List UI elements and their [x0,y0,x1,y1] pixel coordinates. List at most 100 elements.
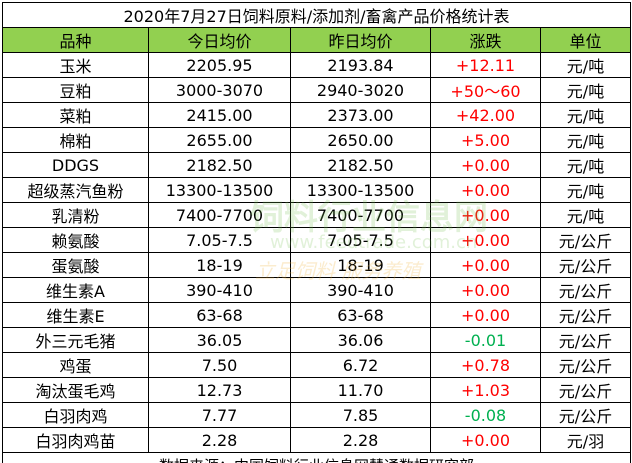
cell: 外三元毛猪 [2,327,149,353]
data-row: DDGS 2182.50 2182.50 +0.00 元/吨 [2,152,632,178]
data-row: 菜粕 2415.00 2373.00 +42.00 元/吨 [2,102,632,128]
change-cell: +0.00 [430,152,541,178]
change-cell: +0.00 [430,227,541,253]
header-cell: 昨日均价 [290,27,431,53]
cell: 元/公斤 [539,227,632,253]
cell: 2.28 [148,427,291,453]
cell: 7.50 [148,352,291,378]
cell: 元/吨 [539,127,632,153]
cell: 6.72 [290,352,431,378]
cell: 超级蒸汽鱼粉 [2,177,149,203]
data-row: 白羽肉鸡 7.77 7.85 -0.08 元/公斤 [2,402,632,428]
data-row: 鸡蛋 7.50 6.72 +0.78 元/公斤 [2,352,632,378]
cell: 2650.00 [290,127,431,153]
header-cell: 今日均价 [148,27,291,53]
cell: 18-19 [148,252,291,278]
cell: 2.28 [290,427,431,453]
cell: 7.77 [148,402,291,428]
data-row: 蛋氨酸 18-19 18-19 +0.00 元/公斤 [2,252,632,278]
cell: 2193.84 [290,52,431,78]
data-row: 棉粕 2655.00 2650.00 +5.00 元/吨 [2,127,632,153]
cell: 元/公斤 [539,352,632,378]
cell: 7400-7700 [148,202,291,228]
cell: 元/公斤 [539,277,632,303]
cell: 元/吨 [539,177,632,203]
cell: 36.05 [148,327,291,353]
cell: 2940-3020 [290,77,431,103]
data-row: 赖氨酸 7.05-7.5 7.05-7.5 +0.00 元/公斤 [2,227,632,253]
header-cell: 品种 [2,27,149,53]
data-row: 维生素A 390-410 390-410 +0.00 元/公斤 [2,277,632,303]
cell: 乳清粉 [2,202,149,228]
change-cell: +12.11 [430,52,541,78]
cell: 元/吨 [539,77,632,103]
cell: 元/公斤 [539,302,632,328]
cell: 7.85 [290,402,431,428]
cell: 赖氨酸 [2,227,149,253]
data-row: 淘汰蛋毛鸡 12.73 11.70 +1.03 元/公斤 [2,377,632,403]
cell: 元/公斤 [539,377,632,403]
cell: 白羽肉鸡 [2,402,149,428]
change-cell: +0.00 [430,202,541,228]
cell: 元/吨 [539,202,632,228]
cell: 棉粕 [2,127,149,153]
cell: 36.06 [290,327,431,353]
cell: 7.05-7.5 [148,227,291,253]
cell: 维生素E [2,302,149,328]
cell: 2182.50 [290,152,431,178]
cell: 12.73 [148,377,291,403]
data-row: 超级蒸汽鱼粉 13300-13500 13300-13500 +0.00 元/吨 [2,177,632,203]
cell: 7.05-7.5 [290,227,431,253]
cell: 390-410 [148,277,291,303]
change-cell: +0.78 [430,352,541,378]
data-row: 豆粕 3000-3070 2940-3020 +50～60 元/吨 [2,77,632,103]
cell: 63-68 [148,302,291,328]
cell: 菜粕 [2,102,149,128]
cell: 元/吨 [539,102,632,128]
cell: 2373.00 [290,102,431,128]
change-cell: +0.00 [430,177,541,203]
header-cell: 涨跌 [430,27,541,53]
cell: 玉米 [2,52,149,78]
footer-cell: 数据来源：中国饲料行业信息网慧通数据研究部 [1,452,632,463]
cell: 元/羽 [539,427,632,453]
cell: 63-68 [290,302,431,328]
cell: 2655.00 [148,127,291,153]
cell: 蛋氨酸 [2,252,149,278]
change-cell: +1.03 [430,377,541,403]
cell: 390-410 [290,277,431,303]
cell: 2205.95 [148,52,291,78]
change-cell: +0.00 [430,302,541,328]
cell: 淘汰蛋毛鸡 [2,377,149,403]
cell: 元/吨 [539,152,632,178]
change-cell: +42.00 [430,102,541,128]
header-cell: 单位 [539,27,632,53]
change-cell: +0.00 [430,252,541,278]
change-cell: +0.00 [430,277,541,303]
cell: 元/吨 [539,52,632,78]
change-cell: +50～60 [430,77,541,103]
change-cell: +5.00 [430,127,541,153]
change-cell: -0.08 [430,402,541,428]
change-cell: +0.00 [430,427,541,453]
data-row: 白羽肉鸡苗 2.28 2.28 +0.00 元/羽 [2,427,632,453]
footer-row: 数据来源：中国饲料行业信息网慧通数据研究部 [1,452,632,463]
cell: 13300-13500 [148,177,291,203]
data-row: 玉米 2205.95 2193.84 +12.11 元/吨 [2,52,632,78]
cell: DDGS [2,152,149,178]
cell: 元/公斤 [539,327,632,353]
cell: 18-19 [290,252,431,278]
header-row: 品种 今日均价 昨日均价 涨跌 单位 [2,27,632,53]
cell: 11.70 [290,377,431,403]
change-cell: -0.01 [430,327,541,353]
cell: 2415.00 [148,102,291,128]
data-row: 维生素E 63-68 63-68 +0.00 元/公斤 [2,302,632,328]
cell: 元/公斤 [539,252,632,278]
table-title: 2020年7月27日饲料原料/添加剂/畜禽产品价格统计表 [1,2,632,28]
cell: 13300-13500 [290,177,431,203]
cell: 维生素A [2,277,149,303]
cell: 7400-7700 [290,202,431,228]
